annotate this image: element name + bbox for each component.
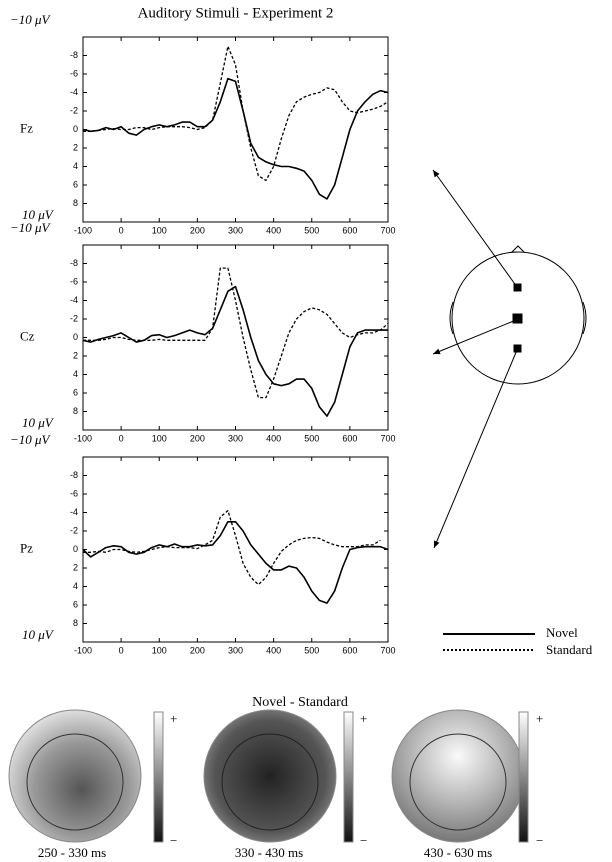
y-tick-label: -6 — [70, 276, 78, 286]
y-tick-label: 0 — [73, 124, 78, 134]
topomap-label: 330 - 430 ms — [235, 845, 303, 860]
colorbar-label: + — [536, 711, 543, 726]
x-tick-label: 0 — [119, 433, 124, 443]
topomap-label: 430 - 630 ms — [424, 845, 492, 860]
x-tick-label: 500 — [304, 433, 319, 443]
x-tick-label: 100 — [152, 645, 167, 655]
data-line — [83, 509, 381, 586]
y-tick-label: -2 — [70, 525, 78, 535]
data-line — [83, 45, 389, 182]
x-tick-label: 500 — [304, 225, 319, 235]
x-tick-label: 600 — [342, 645, 357, 655]
y-tick-label: -4 — [70, 87, 78, 97]
x-tick-label: 200 — [190, 433, 205, 443]
y-tick-label: -8 — [70, 470, 78, 480]
data-line — [82, 77, 389, 200]
y-tick-label: 2 — [73, 142, 78, 152]
topomap: + − 330 - 430 ms — [203, 709, 367, 860]
chart-title: Auditory Stimuli - Experiment 2 — [138, 5, 334, 21]
y-tick-label: 4 — [73, 369, 78, 379]
y-tick-label: 6 — [73, 599, 78, 609]
x-tick-label: -100 — [74, 225, 92, 235]
y-tick-label: -2 — [70, 313, 78, 323]
y-limit-label: 10 μV — [22, 627, 55, 642]
colorbar-label: + — [170, 711, 177, 726]
x-tick-label: 0 — [119, 225, 124, 235]
x-tick-label: 200 — [190, 225, 205, 235]
y-tick-label: -6 — [70, 488, 78, 498]
y-tick-label: 4 — [73, 581, 78, 591]
x-tick-label: -100 — [74, 645, 92, 655]
y-limit-label: 10 μV — [22, 207, 55, 222]
y-limit-label: −10 μV — [10, 432, 52, 447]
x-tick-label: 200 — [190, 645, 205, 655]
y-tick-label: -2 — [70, 105, 78, 115]
head-diagram — [432, 169, 587, 549]
topomap-label: 250 - 330 ms — [38, 845, 106, 860]
y-tick-label: 6 — [73, 387, 78, 397]
x-tick-label: 600 — [342, 433, 357, 443]
x-tick-label: -100 — [74, 433, 92, 443]
legend-label: Novel — [546, 625, 578, 640]
topomap-title: Novel - Standard — [252, 695, 348, 710]
y-tick-label: -4 — [70, 295, 78, 305]
x-tick-label: 700 — [380, 433, 395, 443]
colorbar-label: − — [536, 833, 543, 848]
y-limit-label: −10 μV — [10, 220, 52, 235]
y-tick-label: 6 — [73, 179, 78, 189]
x-tick-label: 300 — [228, 433, 243, 443]
x-tick-label: 700 — [380, 645, 395, 655]
data-line — [82, 285, 388, 417]
x-tick-label: 600 — [342, 225, 357, 235]
colorbar-label: − — [170, 833, 177, 848]
y-tick-label: -4 — [70, 507, 78, 517]
plot-frame — [82, 456, 389, 643]
x-tick-label: 0 — [119, 645, 124, 655]
data-line — [83, 267, 389, 399]
y-tick-label: 2 — [73, 562, 78, 572]
x-tick-label: 100 — [152, 433, 167, 443]
data-line — [82, 521, 389, 604]
x-tick-label: 400 — [266, 645, 281, 655]
y-tick-label: 8 — [73, 406, 78, 416]
y-axis-label: Fz — [20, 120, 33, 135]
y-tick-label: 2 — [73, 350, 78, 360]
y-tick-label: -8 — [70, 258, 78, 268]
y-axis-label: Cz — [20, 328, 35, 343]
x-tick-label: 400 — [266, 433, 281, 443]
y-limit-label: −10 μV — [10, 12, 52, 27]
x-tick-label: 500 — [304, 645, 319, 655]
x-tick-label: 400 — [266, 225, 281, 235]
legend-label: Standard — [546, 642, 593, 657]
erp-charts: Auditory Stimuli - Experiment 2Fz−10 μV1… — [10, 5, 396, 655]
topomap: + − 250 - 330 ms — [8, 709, 177, 860]
y-tick-label: -6 — [70, 68, 78, 78]
y-tick-label: 0 — [73, 332, 78, 342]
colorbar-label: + — [360, 711, 367, 726]
y-limit-label: 10 μV — [22, 415, 55, 430]
x-tick-label: 300 — [228, 225, 243, 235]
y-tick-label: 8 — [73, 618, 78, 628]
x-tick-label: 300 — [228, 645, 243, 655]
colorbar-label: − — [360, 833, 367, 848]
y-tick-label: -8 — [70, 50, 78, 60]
topomap: + − 430 - 630 ms — [391, 709, 543, 860]
x-tick-label: 100 — [152, 225, 167, 235]
y-axis-label: Pz — [20, 540, 33, 555]
y-tick-label: 0 — [73, 544, 78, 554]
x-tick-label: 700 — [380, 225, 395, 235]
y-tick-label: 4 — [73, 161, 78, 171]
y-tick-label: 8 — [73, 198, 78, 208]
